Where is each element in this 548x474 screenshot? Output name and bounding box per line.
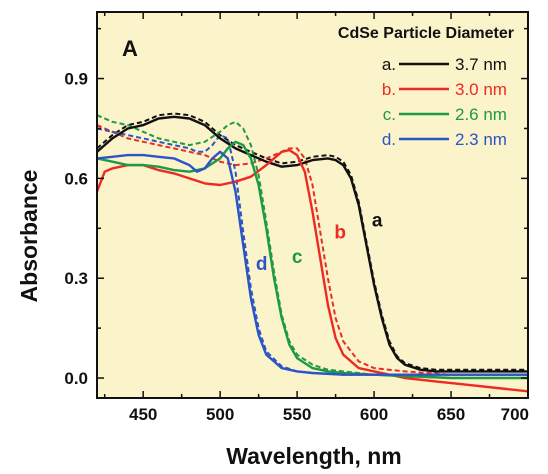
y-tick-label-0: 0.0: [64, 369, 88, 388]
x-tick-label-600: 600: [360, 405, 388, 424]
curve-label-b: b: [334, 222, 346, 243]
legend-letter-d: d.: [382, 130, 396, 149]
y-tick-label-0.6: 0.6: [64, 169, 88, 188]
dashed-line-1: [97, 112, 528, 371]
series-line-c: [97, 140, 528, 380]
series-layer: [97, 112, 528, 393]
y-tick-label-0.9: 0.9: [64, 70, 88, 89]
dashed-line-3: [97, 114, 528, 379]
x-tick-label-700: 700: [501, 405, 529, 424]
plot-frame: [96, 11, 529, 399]
legend-label-b: 3.0 nm: [455, 80, 507, 99]
x-tick-label-650: 650: [437, 405, 465, 424]
legend-letter-b: b.: [382, 80, 396, 99]
legend-title: CdSe Particle Diameter: [338, 25, 514, 42]
labels-layer: 450 500 550 600 650 700 0.0 0.3 0.6 0.9 a b c d: [64, 70, 529, 424]
x-tick-label-450: 450: [129, 405, 157, 424]
series-line-a: [97, 115, 528, 373]
dashed-line-2: [97, 124, 528, 376]
curve-label-d: d: [256, 254, 268, 275]
panel-label: A: [122, 36, 138, 61]
y-tick-label-0.3: 0.3: [64, 269, 88, 288]
curve-label-c: c: [292, 247, 303, 268]
x-tick-label-550: 550: [283, 405, 311, 424]
x-tick-label-500: 500: [206, 405, 234, 424]
legend-label-a: 3.7 nm: [455, 55, 507, 74]
legend: CdSe Particle Diameter a. 3.7 nm b. 3.0 nm c…: [338, 25, 514, 149]
series-line-d: [97, 150, 528, 376]
y-axis-title: Absorbance: [16, 170, 42, 303]
x-axis-title: Wavelength, nm: [226, 443, 402, 469]
legend-letter-a: a.: [382, 55, 396, 74]
legend-label-d: 2.3 nm: [455, 130, 507, 149]
legend-letter-c: c.: [383, 105, 396, 124]
curve-label-a: a: [372, 211, 383, 232]
ticks-layer: [97, 12, 529, 398]
legend-label-c: 2.6 nm: [455, 105, 507, 124]
plot-background: [97, 12, 528, 398]
